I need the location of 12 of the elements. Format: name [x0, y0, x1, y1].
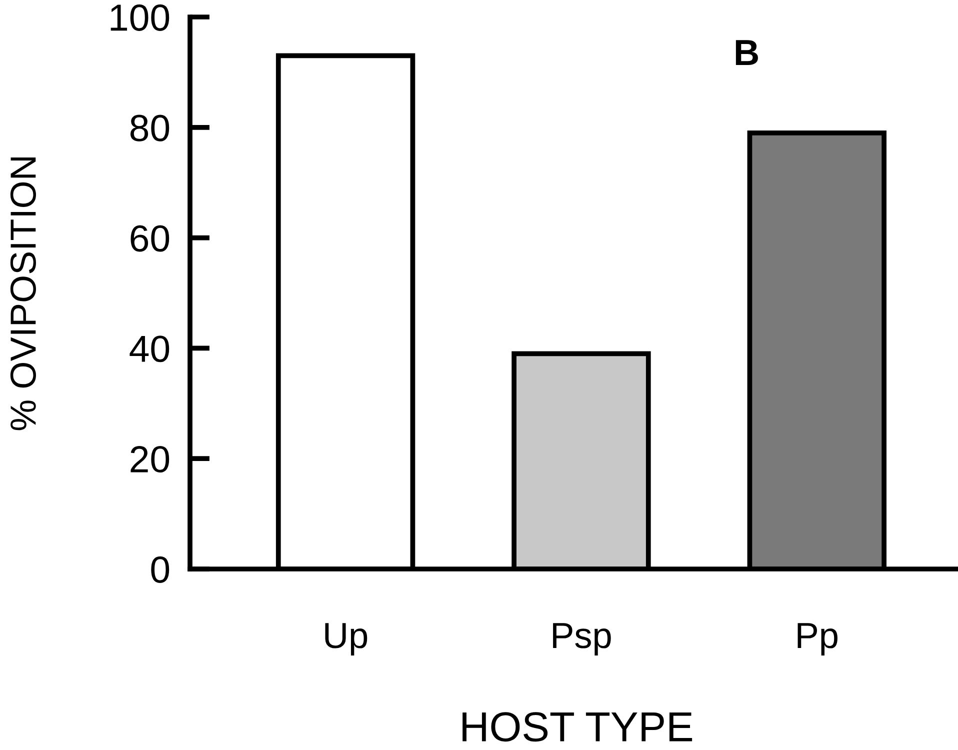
x-tick-label: Psp: [553, 623, 611, 656]
y-tick-label: 40: [130, 336, 170, 362]
y-axis-title: % OVIPOSITION: [10, 157, 36, 430]
annotation: B: [736, 40, 758, 65]
y-tick-label: 20: [130, 446, 170, 473]
y-tick-label: 80: [130, 114, 170, 142]
y-tick-label: 100: [110, 4, 170, 31]
y-tick-label: 60: [130, 225, 170, 252]
x-axis-title: HOST TYPE: [462, 712, 692, 742]
y-tick-label: 0: [151, 556, 170, 583]
x-tick-label: Pp: [798, 623, 838, 656]
x-tick-label: Up: [325, 623, 368, 656]
